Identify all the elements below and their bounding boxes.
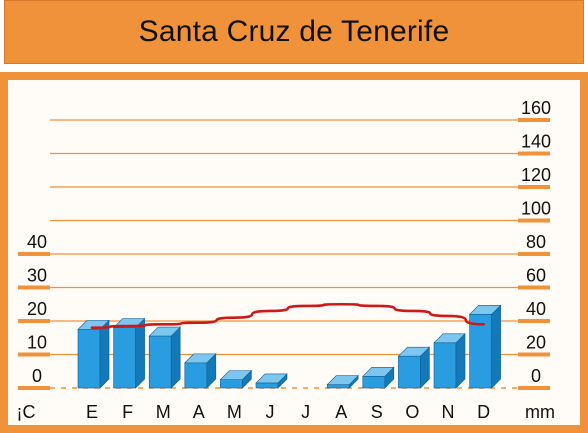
right-axis-tick-label: 20 bbox=[526, 333, 546, 353]
right-axis-tick-label: 160 bbox=[521, 98, 551, 118]
month-label: A bbox=[193, 402, 205, 422]
precipitation-bar-top bbox=[433, 333, 466, 344]
precipitation-bar-side bbox=[455, 333, 466, 389]
month-label: D bbox=[477, 402, 490, 422]
month-label: E bbox=[86, 402, 98, 422]
precipitation-bar bbox=[255, 382, 279, 389]
precipitation-bar-top bbox=[397, 346, 431, 357]
precipitation-bar bbox=[362, 375, 386, 389]
precipitation-bar-top bbox=[219, 370, 253, 380]
right-axis-tick-label: 80 bbox=[526, 232, 546, 252]
precipitation-bar bbox=[184, 362, 208, 389]
temperature-line bbox=[90, 302, 485, 329]
right-axis-tick-label: 120 bbox=[521, 165, 551, 185]
title-banner: Santa Cruz de Tenerife bbox=[4, 0, 584, 64]
month-label: N bbox=[442, 402, 455, 422]
right-axis-tick-label: 0 bbox=[531, 366, 541, 386]
month-label: A bbox=[335, 402, 347, 422]
precipitation-bar-top bbox=[184, 353, 217, 364]
precipitation-bar bbox=[326, 384, 350, 389]
left-axis-tick-label: 20 bbox=[27, 299, 47, 319]
precipitation-bar-side bbox=[99, 319, 110, 389]
month-label: O bbox=[405, 402, 419, 422]
left-axis-unit-label: ¡C bbox=[17, 402, 36, 422]
right-axis-tick-label: 40 bbox=[526, 299, 546, 319]
month-label: S bbox=[371, 402, 383, 422]
left-axis-tick-label: 10 bbox=[27, 333, 47, 353]
right-axis-unit-label: mm bbox=[525, 402, 555, 422]
left-axis-tick-label: 40 bbox=[27, 232, 47, 252]
month-label: F bbox=[122, 402, 133, 422]
precipitation-bar bbox=[113, 327, 136, 389]
right-axis-tick-label: 100 bbox=[521, 199, 551, 219]
precipitation-bar-side bbox=[491, 304, 501, 389]
month-label: M bbox=[156, 402, 171, 422]
right-axis-tick-label: 60 bbox=[526, 266, 546, 286]
month-label: M bbox=[227, 402, 242, 422]
precipitation-bar bbox=[398, 355, 421, 389]
precipitation-bar bbox=[220, 379, 243, 389]
precipitation-bar-top bbox=[148, 326, 181, 337]
precipitation-bar-top bbox=[468, 304, 502, 315]
precipitation-bar-top bbox=[255, 373, 288, 384]
right-axis-tick-label: 140 bbox=[521, 132, 551, 152]
precipitation-bar-side bbox=[135, 317, 145, 389]
left-axis-tick-label: 0 bbox=[32, 366, 42, 386]
month-label: J bbox=[301, 402, 310, 422]
precipitation-bar-top bbox=[326, 375, 359, 385]
precipitation-bar bbox=[433, 342, 457, 389]
precipitation-bar-side bbox=[170, 326, 181, 389]
left-axis-tick-label: 30 bbox=[27, 266, 47, 286]
precipitation-bar bbox=[77, 329, 101, 389]
month-label: J bbox=[266, 402, 275, 422]
chart-title: Santa Cruz de Tenerife bbox=[138, 15, 450, 48]
precipitation-bar-top bbox=[362, 366, 395, 377]
precipitation-bar bbox=[148, 335, 172, 389]
